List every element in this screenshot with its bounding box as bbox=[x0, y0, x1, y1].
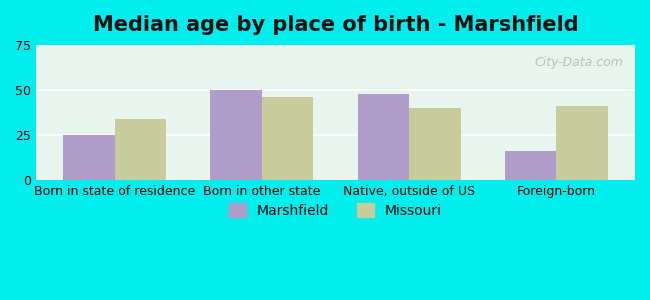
Bar bbox=[409, 108, 461, 180]
Bar bbox=[262, 97, 313, 180]
Bar bbox=[358, 94, 409, 180]
Title: Median age by place of birth - Marshfield: Median age by place of birth - Marshfiel… bbox=[92, 15, 578, 35]
Bar bbox=[211, 90, 262, 180]
Bar bbox=[114, 119, 166, 180]
Bar bbox=[556, 106, 608, 180]
Text: City-Data.com: City-Data.com bbox=[534, 56, 623, 69]
Bar bbox=[504, 151, 556, 180]
Bar bbox=[63, 135, 114, 180]
Legend: Marshfield, Missouri: Marshfield, Missouri bbox=[222, 196, 448, 225]
